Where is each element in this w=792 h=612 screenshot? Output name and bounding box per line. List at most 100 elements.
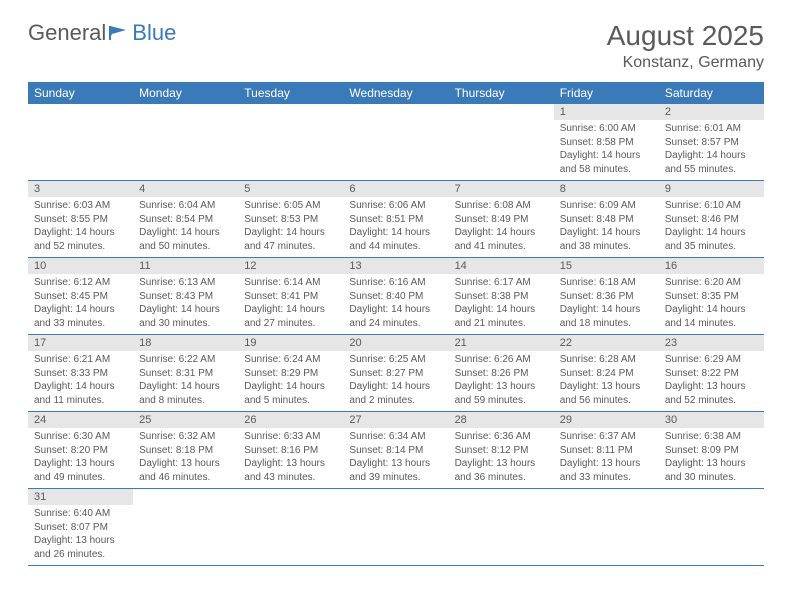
day-details: Sunrise: 6:08 AMSunset: 8:49 PMDaylight:…: [449, 197, 554, 257]
day-number: 10: [28, 258, 133, 274]
day-details: Sunrise: 6:09 AMSunset: 8:48 PMDaylight:…: [554, 197, 659, 257]
weekday-row: SundayMondayTuesdayWednesdayThursdayFrid…: [28, 82, 764, 104]
empty-cell: [343, 489, 448, 566]
empty-cell: [659, 489, 764, 566]
day-number: 13: [343, 258, 448, 274]
day-cell: 14Sunrise: 6:17 AMSunset: 8:38 PMDayligh…: [449, 258, 554, 335]
daylight-line: Daylight: 14 hours and 38 minutes.: [560, 226, 653, 253]
daylight-line: Daylight: 14 hours and 52 minutes.: [34, 226, 127, 253]
sunrise-line: Sunrise: 6:30 AM: [34, 430, 127, 444]
sunrise-line: Sunrise: 6:22 AM: [139, 353, 232, 367]
day-number: 3: [28, 181, 133, 197]
day-cell: 12Sunrise: 6:14 AMSunset: 8:41 PMDayligh…: [238, 258, 343, 335]
sunset-line: Sunset: 8:46 PM: [665, 213, 758, 227]
calendar-page: General Blue August 2025 Konstanz, Germa…: [0, 0, 792, 586]
day-details: Sunrise: 6:17 AMSunset: 8:38 PMDaylight:…: [449, 274, 554, 334]
day-details: Sunrise: 6:33 AMSunset: 8:16 PMDaylight:…: [238, 428, 343, 488]
day-number: 16: [659, 258, 764, 274]
flag-icon: [106, 20, 132, 46]
sunrise-line: Sunrise: 6:24 AM: [244, 353, 337, 367]
daylight-line: Daylight: 13 hours and 59 minutes.: [455, 380, 548, 407]
day-cell: 31Sunrise: 6:40 AMSunset: 8:07 PMDayligh…: [28, 489, 133, 566]
daylight-line: Daylight: 14 hours and 8 minutes.: [139, 380, 232, 407]
day-cell: 27Sunrise: 6:34 AMSunset: 8:14 PMDayligh…: [343, 412, 448, 489]
day-cell: 29Sunrise: 6:37 AMSunset: 8:11 PMDayligh…: [554, 412, 659, 489]
day-number: 24: [28, 412, 133, 428]
sunrise-line: Sunrise: 6:26 AM: [455, 353, 548, 367]
day-details: Sunrise: 6:06 AMSunset: 8:51 PMDaylight:…: [343, 197, 448, 257]
day-details: Sunrise: 6:22 AMSunset: 8:31 PMDaylight:…: [133, 351, 238, 411]
daylight-line: Daylight: 14 hours and 35 minutes.: [665, 226, 758, 253]
weekday-header: Tuesday: [238, 82, 343, 104]
sunset-line: Sunset: 8:51 PM: [349, 213, 442, 227]
day-number: 8: [554, 181, 659, 197]
calendar-week: 24Sunrise: 6:30 AMSunset: 8:20 PMDayligh…: [28, 412, 764, 489]
empty-cell: [238, 104, 343, 181]
weekday-header: Saturday: [659, 82, 764, 104]
empty-cell: [133, 489, 238, 566]
calendar-week: 10Sunrise: 6:12 AMSunset: 8:45 PMDayligh…: [28, 258, 764, 335]
sunset-line: Sunset: 8:38 PM: [455, 290, 548, 304]
sunset-line: Sunset: 8:35 PM: [665, 290, 758, 304]
sunset-line: Sunset: 8:27 PM: [349, 367, 442, 381]
empty-cell: [238, 489, 343, 566]
calendar-week: 17Sunrise: 6:21 AMSunset: 8:33 PMDayligh…: [28, 335, 764, 412]
daylight-line: Daylight: 13 hours and 26 minutes.: [34, 534, 127, 561]
sunset-line: Sunset: 8:11 PM: [560, 444, 653, 458]
sunset-line: Sunset: 8:20 PM: [34, 444, 127, 458]
day-details: Sunrise: 6:13 AMSunset: 8:43 PMDaylight:…: [133, 274, 238, 334]
daylight-line: Daylight: 13 hours and 56 minutes.: [560, 380, 653, 407]
sunset-line: Sunset: 8:40 PM: [349, 290, 442, 304]
sunrise-line: Sunrise: 6:38 AM: [665, 430, 758, 444]
sunrise-line: Sunrise: 6:10 AM: [665, 199, 758, 213]
day-details: Sunrise: 6:16 AMSunset: 8:40 PMDaylight:…: [343, 274, 448, 334]
sunrise-line: Sunrise: 6:29 AM: [665, 353, 758, 367]
empty-cell: [449, 489, 554, 566]
sunrise-line: Sunrise: 6:18 AM: [560, 276, 653, 290]
day-number: 20: [343, 335, 448, 351]
sunrise-line: Sunrise: 6:13 AM: [139, 276, 232, 290]
calendar-week: 3Sunrise: 6:03 AMSunset: 8:55 PMDaylight…: [28, 181, 764, 258]
daylight-line: Daylight: 13 hours and 49 minutes.: [34, 457, 127, 484]
day-number: 27: [343, 412, 448, 428]
sunset-line: Sunset: 8:22 PM: [665, 367, 758, 381]
sunrise-line: Sunrise: 6:36 AM: [455, 430, 548, 444]
day-cell: 6Sunrise: 6:06 AMSunset: 8:51 PMDaylight…: [343, 181, 448, 258]
sunset-line: Sunset: 8:24 PM: [560, 367, 653, 381]
calendar-table: SundayMondayTuesdayWednesdayThursdayFrid…: [28, 82, 764, 566]
day-details: Sunrise: 6:01 AMSunset: 8:57 PMDaylight:…: [659, 120, 764, 180]
empty-cell: [343, 104, 448, 181]
day-cell: 21Sunrise: 6:26 AMSunset: 8:26 PMDayligh…: [449, 335, 554, 412]
day-details: Sunrise: 6:32 AMSunset: 8:18 PMDaylight:…: [133, 428, 238, 488]
calendar-week: 1Sunrise: 6:00 AMSunset: 8:58 PMDaylight…: [28, 104, 764, 181]
day-cell: 7Sunrise: 6:08 AMSunset: 8:49 PMDaylight…: [449, 181, 554, 258]
day-number: 7: [449, 181, 554, 197]
daylight-line: Daylight: 14 hours and 55 minutes.: [665, 149, 758, 176]
sunset-line: Sunset: 8:31 PM: [139, 367, 232, 381]
day-details: Sunrise: 6:30 AMSunset: 8:20 PMDaylight:…: [28, 428, 133, 488]
sunrise-line: Sunrise: 6:21 AM: [34, 353, 127, 367]
sunset-line: Sunset: 8:26 PM: [455, 367, 548, 381]
day-details: Sunrise: 6:38 AMSunset: 8:09 PMDaylight:…: [659, 428, 764, 488]
daylight-line: Daylight: 14 hours and 2 minutes.: [349, 380, 442, 407]
brand-logo: General Blue: [28, 20, 176, 46]
day-cell: 11Sunrise: 6:13 AMSunset: 8:43 PMDayligh…: [133, 258, 238, 335]
day-cell: 18Sunrise: 6:22 AMSunset: 8:31 PMDayligh…: [133, 335, 238, 412]
day-details: Sunrise: 6:12 AMSunset: 8:45 PMDaylight:…: [28, 274, 133, 334]
brand-part1: General: [28, 20, 106, 46]
day-details: Sunrise: 6:26 AMSunset: 8:26 PMDaylight:…: [449, 351, 554, 411]
day-details: Sunrise: 6:28 AMSunset: 8:24 PMDaylight:…: [554, 351, 659, 411]
day-cell: 20Sunrise: 6:25 AMSunset: 8:27 PMDayligh…: [343, 335, 448, 412]
sunrise-line: Sunrise: 6:37 AM: [560, 430, 653, 444]
day-number: 30: [659, 412, 764, 428]
sunset-line: Sunset: 8:36 PM: [560, 290, 653, 304]
daylight-line: Daylight: 14 hours and 44 minutes.: [349, 226, 442, 253]
day-number: 15: [554, 258, 659, 274]
day-details: Sunrise: 6:37 AMSunset: 8:11 PMDaylight:…: [554, 428, 659, 488]
sunrise-line: Sunrise: 6:08 AM: [455, 199, 548, 213]
day-details: Sunrise: 6:24 AMSunset: 8:29 PMDaylight:…: [238, 351, 343, 411]
day-cell: 8Sunrise: 6:09 AMSunset: 8:48 PMDaylight…: [554, 181, 659, 258]
daylight-line: Daylight: 13 hours and 36 minutes.: [455, 457, 548, 484]
day-number: 2: [659, 104, 764, 120]
daylight-line: Daylight: 14 hours and 41 minutes.: [455, 226, 548, 253]
